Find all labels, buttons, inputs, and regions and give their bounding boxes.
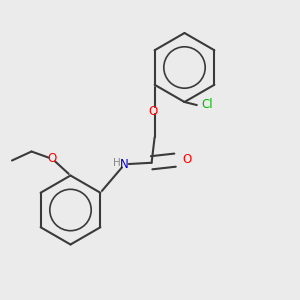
Text: O: O bbox=[182, 153, 191, 166]
Text: N: N bbox=[120, 158, 129, 171]
Text: O: O bbox=[148, 105, 158, 118]
Text: O: O bbox=[48, 152, 57, 166]
Text: H: H bbox=[113, 158, 121, 168]
Text: Cl: Cl bbox=[201, 98, 213, 112]
